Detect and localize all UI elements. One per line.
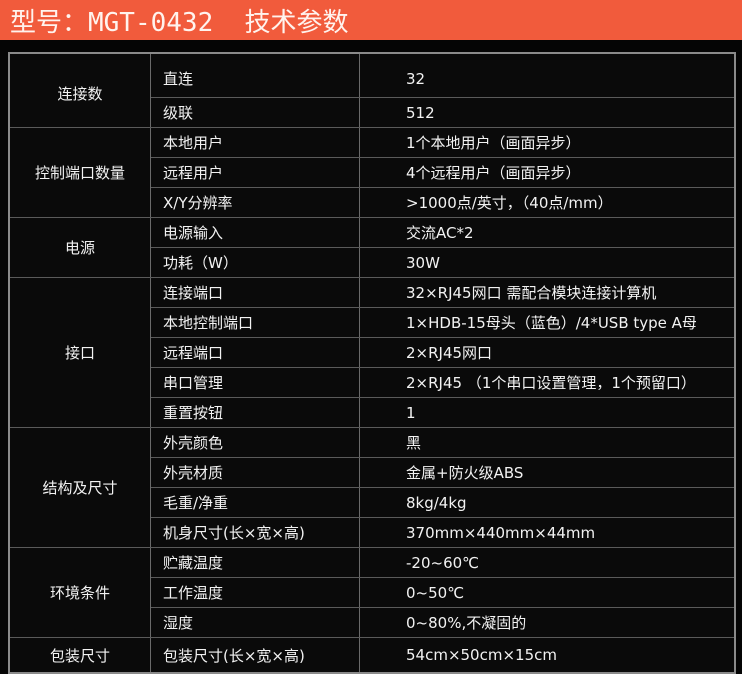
- param-name: 外壳颜色: [150, 427, 360, 458]
- param-value: 4个远程用户（画面异步）: [359, 157, 736, 188]
- group-label: 接口: [8, 277, 151, 428]
- param-value: 30W: [359, 247, 736, 278]
- param-name: 重置按钮: [150, 397, 360, 428]
- table-row: X/Y分辨率 >1000点/英寸，（40点/mm）: [9, 187, 736, 218]
- table-row: 连接数 直连 32: [8, 52, 736, 128]
- param-value: -20~60℃: [359, 547, 736, 578]
- table-row: 控制端口数量 本地用户 1个本地用户（画面异步）: [8, 127, 736, 218]
- param-name: 湿度: [150, 607, 360, 638]
- param-value: 370mm×440mm×44mm: [359, 517, 736, 548]
- table-row: 包装尺寸 包装尺寸(长×宽×高) 54cm×50cm×15cm: [8, 637, 736, 674]
- param-value: 32×RJ45网口 需配合模块连接计算机: [359, 277, 736, 308]
- title-banner: 型号：MGT-0432 技术参数: [0, 0, 742, 40]
- group-label: 环境条件: [8, 547, 151, 638]
- param-value: 交流AC*2: [359, 217, 736, 248]
- param-name: 串口管理: [150, 367, 360, 398]
- table-row: 功耗（W） 30W: [9, 247, 736, 278]
- param-value: 8kg/4kg: [359, 487, 736, 518]
- param-value: 32: [359, 52, 736, 98]
- param-name: 外壳材质: [150, 457, 360, 488]
- group-label: 包装尺寸: [8, 637, 151, 674]
- param-value: 1×HDB-15母头（蓝色）/4*USB type A母: [359, 307, 736, 338]
- group-label: 电源: [8, 217, 151, 278]
- spec-table: 连接数 直连 32 级联 512 控制端口数量 本地用户 1个本地用户（画面异步） 远程用户 4个…: [8, 52, 736, 674]
- param-name: 包装尺寸(长×宽×高): [150, 637, 360, 674]
- param-value: 0~50℃: [359, 577, 736, 608]
- param-value: 金属+防火级ABS: [359, 457, 736, 488]
- param-value: 54cm×50cm×15cm: [359, 637, 736, 674]
- table-row: 重置按钮 1: [9, 397, 736, 428]
- param-name: 连接端口: [150, 277, 360, 308]
- param-name: X/Y分辨率: [150, 187, 360, 218]
- param-name: 远程端口: [150, 337, 360, 368]
- table-row: 环境条件 贮藏温度 -20~60℃: [8, 547, 736, 638]
- table-row: 湿度 0~80%,不凝固的: [9, 607, 736, 638]
- param-value: 2×RJ45 （1个串口设置管理，1个预留口）: [359, 367, 736, 398]
- table-row: 外壳材质 金属+防火级ABS: [9, 457, 736, 488]
- param-value: 512: [359, 97, 736, 128]
- param-name: 工作温度: [150, 577, 360, 608]
- param-name: 本地用户: [150, 127, 360, 158]
- table-row: 接口 连接端口 32×RJ45网口 需配合模块连接计算机: [8, 277, 736, 428]
- param-value: 1: [359, 397, 736, 428]
- table-row: 毛重/净重 8kg/4kg: [9, 487, 736, 518]
- param-name: 直连: [150, 52, 360, 98]
- param-value: 1个本地用户（画面异步）: [359, 127, 736, 158]
- group-label: 控制端口数量: [8, 127, 151, 218]
- param-value: >1000点/英寸，（40点/mm）: [359, 187, 736, 218]
- param-name: 毛重/净重: [150, 487, 360, 518]
- table-row: 远程端口 2×RJ45网口: [9, 337, 736, 368]
- table-row: 电源 电源输入 交流AC*2: [8, 217, 736, 278]
- table-row: 结构及尺寸 外壳颜色黑: [8, 427, 736, 548]
- table-row: 级联 512: [9, 97, 736, 128]
- param-name: 电源输入: [150, 217, 360, 248]
- param-name: 功耗（W）: [150, 247, 360, 278]
- group-label: 连接数: [8, 52, 151, 128]
- group-label: 结构及尺寸: [8, 427, 151, 548]
- param-name: 贮藏温度: [150, 547, 360, 578]
- param-name: 机身尺寸(长×宽×高): [150, 517, 360, 548]
- table-row: 串口管理 2×RJ45 （1个串口设置管理，1个预留口）: [9, 367, 736, 398]
- param-name: 本地控制端口: [150, 307, 360, 338]
- page-title: 型号：MGT-0432 技术参数: [10, 8, 349, 38]
- param-value: 黑: [359, 427, 736, 458]
- table-row: 本地控制端口 1×HDB-15母头（蓝色）/4*USB type A母: [9, 307, 736, 338]
- param-name: 远程用户: [150, 157, 360, 188]
- param-value: 2×RJ45网口: [359, 337, 736, 368]
- param-value: 0~80%,不凝固的: [359, 607, 736, 638]
- param-name: 级联: [150, 97, 360, 128]
- table-row: 远程用户 4个远程用户（画面异步）: [9, 157, 736, 188]
